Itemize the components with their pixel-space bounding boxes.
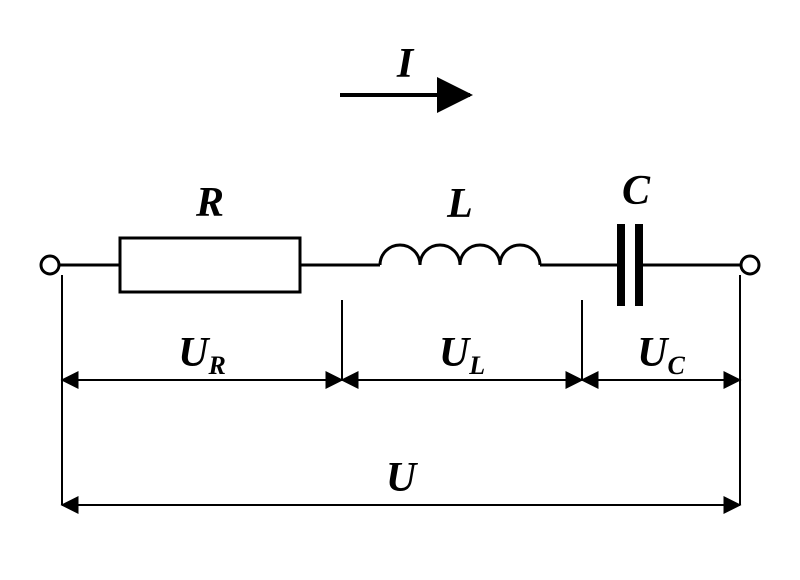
inductor bbox=[380, 245, 540, 265]
terminal-right bbox=[741, 256, 759, 274]
dim-UL-label: UL bbox=[439, 330, 485, 380]
terminal-left bbox=[41, 256, 59, 274]
dim-U-label: U bbox=[386, 455, 419, 501]
label-C: C bbox=[622, 168, 651, 214]
resistor bbox=[120, 238, 300, 292]
label-R: R bbox=[195, 180, 224, 226]
rlc-series-circuit-diagram: R L C I UR UL UC U bbox=[0, 0, 800, 580]
dim-UR-label: UR bbox=[178, 330, 226, 380]
label-I: I bbox=[396, 41, 415, 87]
label-L: L bbox=[446, 181, 473, 227]
dim-UC-label: UC bbox=[637, 330, 685, 380]
